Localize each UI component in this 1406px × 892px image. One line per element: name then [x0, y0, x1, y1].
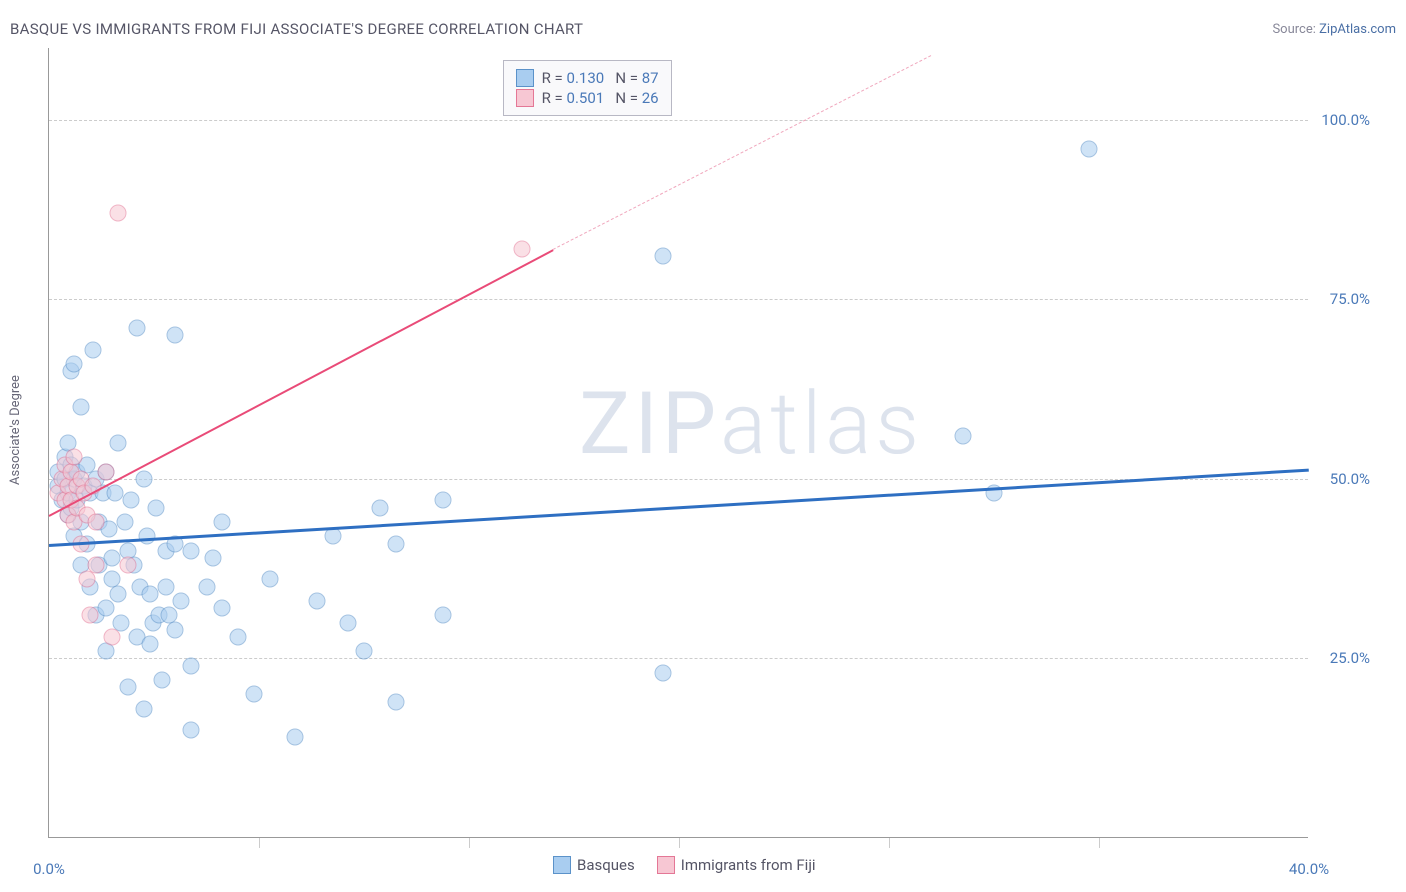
y-tick-label: 50.0% [1330, 470, 1370, 488]
data-point [122, 492, 139, 509]
legend-swatch [516, 69, 534, 87]
source-label: Source: ZipAtlas.com [1272, 22, 1396, 37]
legend-swatch [657, 856, 675, 874]
data-point [261, 571, 278, 588]
data-point [387, 535, 404, 552]
data-point [157, 578, 174, 595]
data-point [167, 327, 184, 344]
data-point [245, 686, 262, 703]
gridline-v [889, 838, 890, 848]
data-point [214, 600, 231, 617]
data-point [356, 643, 373, 660]
legend-stat: R = 0.501 N = 26 [542, 89, 659, 107]
data-point [81, 607, 98, 624]
data-point [110, 205, 127, 222]
data-point [154, 672, 171, 689]
data-point [198, 578, 215, 595]
data-point [88, 514, 105, 531]
data-point [371, 499, 388, 516]
data-point [286, 729, 303, 746]
data-point [214, 514, 231, 531]
gridline-v [469, 838, 470, 848]
legend-swatch [516, 89, 534, 107]
legend-series-name: Immigrants from Fiji [681, 856, 816, 874]
data-point [230, 628, 247, 645]
data-point [97, 600, 114, 617]
data-point [85, 341, 102, 358]
data-point [954, 427, 971, 444]
gridline-v [1099, 838, 1100, 848]
data-point [182, 657, 199, 674]
data-point [119, 679, 136, 696]
y-axis-label: Associate's Degree [8, 375, 23, 485]
correlation-legend: R = 0.130 N = 87 R = 0.501 N = 26 [503, 60, 672, 116]
data-point [387, 693, 404, 710]
y-tick-label: 25.0% [1330, 649, 1370, 667]
trend-line [48, 249, 553, 517]
data-point [141, 585, 158, 602]
data-point [148, 499, 165, 516]
data-point [182, 722, 199, 739]
legend-swatch [553, 856, 571, 874]
x-tick-label: 40.0% [1289, 860, 1329, 878]
data-point [434, 492, 451, 509]
data-point [66, 356, 83, 373]
data-point [104, 549, 121, 566]
x-tick-label: 0.0% [33, 860, 65, 878]
legend-series-name: Basques [577, 856, 635, 874]
data-point [116, 514, 133, 531]
data-point [66, 449, 83, 466]
legend-stat: R = 0.130 N = 87 [542, 69, 659, 87]
y-tick-label: 75.0% [1330, 290, 1370, 308]
data-point [340, 614, 357, 631]
data-point [1080, 140, 1097, 157]
gridline-h [49, 299, 1308, 300]
gridline-v [679, 838, 680, 848]
chart-title: BASQUE VS IMMIGRANTS FROM FIJI ASSOCIATE… [10, 20, 583, 38]
data-point [173, 593, 190, 610]
data-point [167, 621, 184, 638]
data-point [655, 664, 672, 681]
data-point [135, 470, 152, 487]
data-point [119, 557, 136, 574]
data-point [110, 585, 127, 602]
y-tick-label: 100.0% [1321, 111, 1370, 129]
data-point [138, 528, 155, 545]
data-point [204, 549, 221, 566]
data-point [513, 241, 530, 258]
watermark: ZIPatlas [579, 373, 923, 474]
data-point [135, 700, 152, 717]
data-point [97, 463, 114, 480]
data-point [308, 593, 325, 610]
gridline-h [49, 658, 1308, 659]
scatter-plot: ZIPatlas 25.0%50.0%75.0%100.0%0.0%40.0%R… [48, 48, 1308, 838]
data-point [129, 320, 146, 337]
data-point [324, 528, 341, 545]
data-point [182, 542, 199, 559]
source-link[interactable]: ZipAtlas.com [1319, 22, 1396, 37]
data-point [72, 399, 89, 416]
data-point [104, 628, 121, 645]
series-legend: Basques Immigrants from Fiji [553, 856, 816, 874]
data-point [107, 485, 124, 502]
data-point [88, 557, 105, 574]
data-point [78, 571, 95, 588]
data-point [141, 636, 158, 653]
data-point [434, 607, 451, 624]
data-point [655, 248, 672, 265]
gridline-h [49, 120, 1308, 121]
data-point [110, 435, 127, 452]
gridline-v [259, 838, 260, 848]
